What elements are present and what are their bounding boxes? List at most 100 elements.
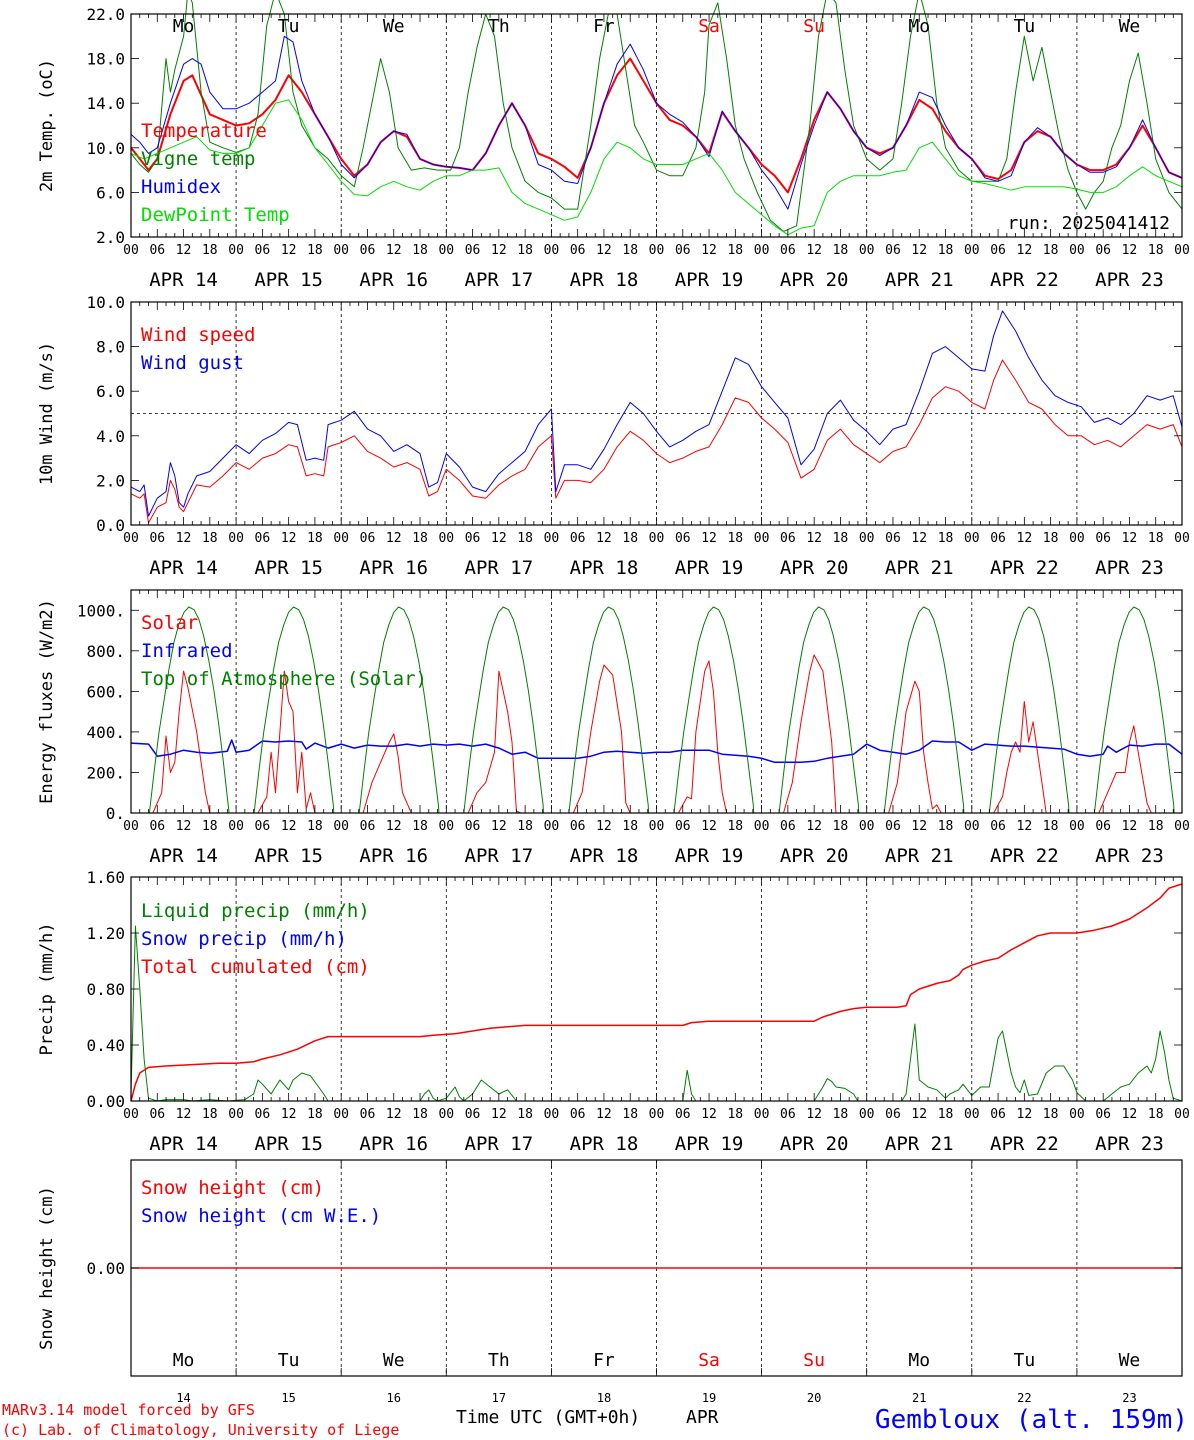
panel-4-hour-label: 12 bbox=[1017, 1107, 1033, 1122]
panel-3-hour-label: 12 bbox=[1017, 819, 1033, 834]
panel-1-hour-label: 06 bbox=[570, 243, 586, 258]
panel-4-hour-label: 12 bbox=[281, 1107, 297, 1122]
series-layer bbox=[130, 0, 1183, 1269]
panel-2-hour-label: 12 bbox=[596, 531, 612, 546]
panel-1-date-label: APR 16 bbox=[359, 269, 428, 291]
panel-4-hour-label: 12 bbox=[701, 1107, 717, 1122]
panel-4-hour-label: 06 bbox=[990, 1107, 1006, 1122]
panel-2-hour-label: 06 bbox=[675, 531, 691, 546]
panel-4-hour-label: 18 bbox=[307, 1107, 323, 1122]
bottom-day-abbr: Th bbox=[488, 1350, 510, 1371]
panel-4-date-label: APR 14 bbox=[149, 1133, 218, 1155]
panel-1-date-label: APR 19 bbox=[675, 269, 744, 291]
bottom-day-abbr: Sa bbox=[698, 1350, 720, 1371]
panel-3-y-tick-label: 200. bbox=[86, 763, 125, 782]
text-layer: 00 06 12 18 00 06 12 18 00 06 12 18 00 06 12 18 00 06 12 18… bbox=[37, 5, 1190, 1405]
credit-line-1: MARv3.14 model forced by GFS bbox=[2, 1401, 255, 1419]
panel-4-hour-label: 00 bbox=[754, 1107, 770, 1122]
panel-3-hour-label: 06 bbox=[465, 819, 481, 834]
bottom-day-abbr: Tu bbox=[278, 1350, 300, 1371]
panel-3-legend-entry-2: Infrared bbox=[141, 640, 233, 662]
panel-1-y-tick-label: 22.0 bbox=[86, 5, 125, 24]
panel-1-hour-label: 00 bbox=[228, 243, 244, 258]
panel-1-hour-label: 18 bbox=[1043, 243, 1059, 258]
panel-1-date-label: APR 17 bbox=[465, 269, 534, 291]
panel-4-hour-label: 00 bbox=[123, 1107, 139, 1122]
bottom-day-number: 14 bbox=[176, 1391, 190, 1405]
panel-4-hour-label: 18 bbox=[727, 1107, 743, 1122]
panel-1-hour-label: 00 bbox=[1069, 243, 1085, 258]
panel-1-y-tick-label: 18.0 bbox=[86, 50, 125, 69]
location-title: Gembloux (alt. 159m) bbox=[875, 1405, 1188, 1435]
panel-4-hour-label: 06 bbox=[360, 1107, 376, 1122]
panel-2-hour-label: 00 bbox=[123, 531, 139, 546]
top-day-abbr: Mo bbox=[908, 16, 930, 37]
bottom-day-number: 15 bbox=[281, 1391, 295, 1405]
panel-1-legend-entry-1: Temperature bbox=[141, 120, 267, 142]
panel-2-y-tick-label: 10.0 bbox=[86, 293, 125, 312]
panel-4-hour-label: 06 bbox=[465, 1107, 481, 1122]
panel-3-hour-label: 00 bbox=[754, 819, 770, 834]
panel-2-hour-label: 18 bbox=[622, 531, 638, 546]
panel-3-date-label: APR 21 bbox=[885, 845, 954, 867]
x-axis-title: Time UTC (GMT+0h) bbox=[456, 1407, 640, 1428]
panel-4-date-label: APR 16 bbox=[359, 1133, 428, 1155]
panel-2-hour-label: 06 bbox=[885, 531, 901, 546]
panel-4-legend-entry-3: Total cumulated (cm) bbox=[141, 956, 370, 978]
panel-2-hour-label: 00 bbox=[649, 531, 665, 546]
panel-3-hour-label: 00 bbox=[544, 819, 560, 834]
panel-2-hour-label: 06 bbox=[1095, 531, 1111, 546]
panel-4-hour-label: 12 bbox=[911, 1107, 927, 1122]
panel-3-hour-label: 18 bbox=[1148, 819, 1164, 834]
panel-4-hour-label: 00 bbox=[1174, 1107, 1190, 1122]
bottom-day-abbr: We bbox=[383, 1350, 405, 1371]
panel-2-date-label: APR 21 bbox=[885, 557, 954, 579]
panel-4-hour-label: 06 bbox=[149, 1107, 165, 1122]
run-label: run: 2025041412 bbox=[1007, 213, 1170, 234]
panel-2-hour-label: 18 bbox=[833, 531, 849, 546]
panel-4-hour-label: 12 bbox=[491, 1107, 507, 1122]
bottom-day-number: 23 bbox=[1122, 1391, 1136, 1405]
panel-4-hour-label: 12 bbox=[596, 1107, 612, 1122]
top-day-abbr: Tu bbox=[278, 16, 300, 37]
panel-1-hour-label: 18 bbox=[1148, 243, 1164, 258]
panel-5-legend-entry-2: Snow height (cm W.E.) bbox=[141, 1205, 381, 1227]
panel-2-y-tick-label: 8.0 bbox=[96, 338, 125, 357]
panel-1-hour-label: 12 bbox=[1122, 243, 1138, 258]
panel-3-hour-label: 06 bbox=[1095, 819, 1111, 834]
panel-1-hour-label: 12 bbox=[491, 243, 507, 258]
panel-4-hour-label: 00 bbox=[1069, 1107, 1085, 1122]
bottom-day-number: 20 bbox=[807, 1391, 821, 1405]
panel-2-hour-label: 12 bbox=[1122, 531, 1138, 546]
panel-1-hour-label: 18 bbox=[307, 243, 323, 258]
panel-4-y-axis-label: Precip (mm/h) bbox=[37, 922, 57, 1055]
panel-4-hour-label: 00 bbox=[544, 1107, 560, 1122]
panel-4-hour-label: 06 bbox=[1095, 1107, 1111, 1122]
panel-3-hour-label: 18 bbox=[938, 819, 954, 834]
panel-4-series-1 bbox=[130, 925, 1183, 1102]
panel-3-hour-label: 06 bbox=[360, 819, 376, 834]
panel-3-y-axis-label: Energy fluxes (W/m2) bbox=[37, 599, 57, 804]
panel-2-date-label: APR 18 bbox=[570, 557, 639, 579]
panel-4-series-3 bbox=[130, 883, 1183, 1102]
panel-4-hour-label: 12 bbox=[806, 1107, 822, 1122]
panel-1-hour-label: 00 bbox=[438, 243, 454, 258]
panel-1-hour-label: 12 bbox=[596, 243, 612, 258]
panel-1-hour-label: 12 bbox=[386, 243, 402, 258]
panel-2-date-label: APR 17 bbox=[465, 557, 534, 579]
panel-4-date-label: APR 20 bbox=[780, 1133, 849, 1155]
top-day-abbr: We bbox=[1119, 16, 1141, 37]
bottom-day-number: 22 bbox=[1017, 1391, 1031, 1405]
panel-1-hour-label: 00 bbox=[333, 243, 349, 258]
panel-3-hour-label: 00 bbox=[333, 819, 349, 834]
panel-4-y-tick-label: 0.80 bbox=[86, 980, 125, 999]
panel-2-series-1 bbox=[130, 359, 1183, 524]
panel-2-hour-label: 00 bbox=[438, 531, 454, 546]
panel-3-hour-label: 12 bbox=[911, 819, 927, 834]
panel-1-date-label: APR 15 bbox=[254, 269, 323, 291]
panel-3-date-label: APR 15 bbox=[254, 845, 323, 867]
panel-3-hour-label: 12 bbox=[491, 819, 507, 834]
top-day-abbr: Mo bbox=[173, 16, 195, 37]
panel-2-legend-entry-1: Wind speed bbox=[141, 324, 255, 346]
top-day-abbr: Su bbox=[803, 16, 825, 37]
